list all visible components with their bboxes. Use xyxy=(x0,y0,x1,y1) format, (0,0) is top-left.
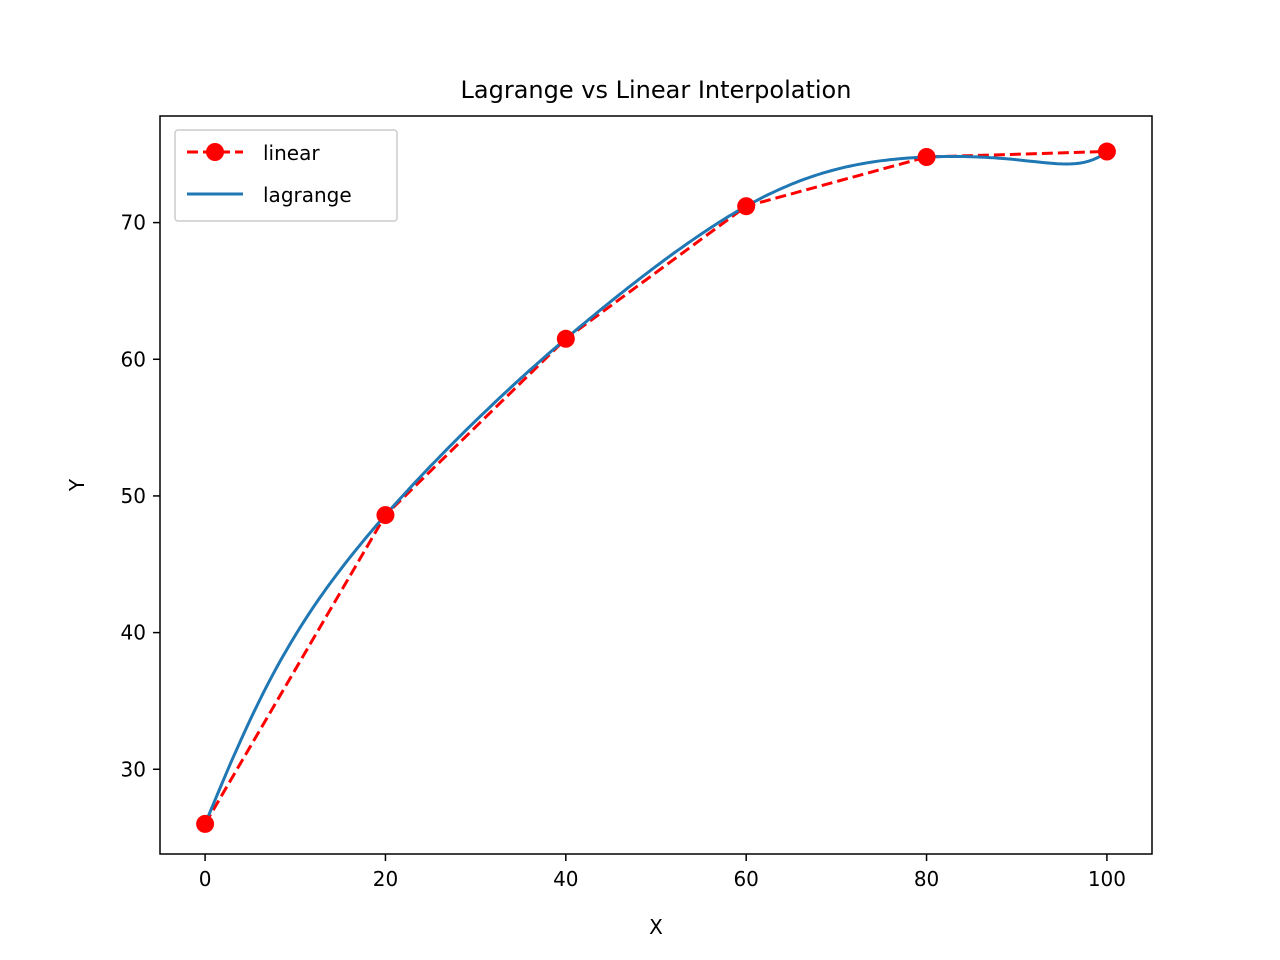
y-axis-ticks: 30 40 50 60 70 xyxy=(121,211,160,781)
x-axis-label: X xyxy=(649,915,663,939)
data-point-linear xyxy=(917,148,936,166)
data-point-linear xyxy=(556,329,575,348)
y-axis-label: Y xyxy=(65,478,89,492)
y-tick-label: 30 xyxy=(121,757,146,781)
legend-label-lagrange: lagrange xyxy=(263,183,352,207)
plot-area xyxy=(159,115,1153,855)
data-point-linear xyxy=(196,814,215,833)
series-layer xyxy=(196,142,1116,833)
series-line-lagrange xyxy=(203,150,1108,825)
x-tick-label: 20 xyxy=(373,867,398,891)
legend-marker-linear xyxy=(206,143,224,161)
x-tick-label: 100 xyxy=(1088,867,1126,891)
x-tick-label: 60 xyxy=(733,867,758,891)
y-tick-label: 60 xyxy=(121,347,146,371)
data-point-linear xyxy=(376,506,395,525)
legend: linear lagrange xyxy=(174,129,398,222)
legend-box xyxy=(174,129,398,222)
x-tick-label: 0 xyxy=(199,867,212,891)
y-tick-label: 70 xyxy=(121,211,146,235)
x-tick-label: 80 xyxy=(914,867,939,891)
data-point-linear xyxy=(1097,142,1116,161)
legend-label-linear: linear xyxy=(263,141,320,165)
data-point-linear xyxy=(737,197,756,216)
series-line-linear xyxy=(203,150,1107,825)
y-tick-label: 40 xyxy=(121,621,146,645)
y-tick-label: 50 xyxy=(121,484,146,508)
x-axis-ticks: 0 20 40 60 80 100 xyxy=(199,854,1126,891)
x-tick-label: 40 xyxy=(553,867,578,891)
chart-title: Lagrange vs Linear Interpolation xyxy=(461,76,852,104)
